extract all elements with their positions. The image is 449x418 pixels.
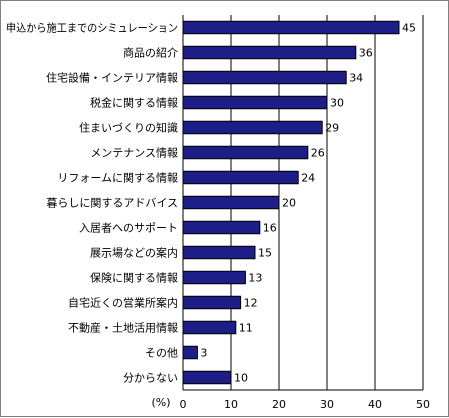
category-label: 入居者へのサポート: [79, 222, 178, 235]
value-label: 10: [234, 372, 248, 385]
value-label: 20: [282, 197, 296, 210]
bar: [182, 320, 237, 335]
category-label: 申込から施工までのシミュレーション: [6, 22, 178, 35]
category-label: その他: [145, 347, 178, 360]
bar: [182, 170, 299, 185]
bar: [182, 145, 309, 160]
x-tick-label: 40: [368, 398, 382, 411]
category-label: 住まいづくりの知識: [79, 121, 178, 135]
category-label: 分からない: [123, 372, 178, 385]
bar: [182, 20, 400, 35]
category-label: 保険に関する情報: [90, 271, 178, 285]
value-label: 16: [263, 222, 277, 235]
value-label: 15: [258, 247, 272, 260]
bar: [182, 370, 232, 385]
bar: [182, 345, 198, 360]
x-tick-label: 20: [272, 398, 286, 411]
category-label: 自宅近くの営業所案内: [68, 296, 178, 310]
bar: [182, 295, 242, 310]
value-label: 24: [301, 172, 315, 185]
category-label: 税金に関する情報: [90, 96, 178, 110]
category-label: 住宅設備・インテリア情報: [46, 71, 178, 85]
category-label: 商品の紹介: [123, 46, 178, 60]
category-label: 展示場などの案内: [90, 246, 178, 260]
category-label: リフォームに関する情報: [57, 172, 178, 185]
bar: [182, 70, 347, 85]
category-label: 不動産・土地活用情報: [68, 321, 178, 335]
value-label: 26: [311, 147, 325, 160]
value-label: 45: [402, 22, 416, 35]
category-label: 暮らしに関するアドバイス: [46, 196, 178, 210]
bar: [182, 195, 280, 210]
value-label: 12: [244, 297, 258, 310]
bar: [182, 95, 328, 110]
x-tick-label: 30: [320, 398, 334, 411]
unit-label: (%): [151, 396, 170, 409]
category-label: メンテナンス情報: [90, 147, 178, 160]
value-label: 3: [200, 347, 207, 360]
bar: [182, 45, 357, 60]
label-layer: 0 10 20 30 40 50 申込から施工までのシミュレーション 45 商品の紹介 36 住宅設…: [6, 22, 430, 412]
x-tick-label: 0: [180, 398, 187, 411]
bar: [182, 120, 323, 135]
value-label: 13: [248, 272, 262, 285]
bar: [182, 220, 261, 235]
x-tick-label: 50: [416, 398, 430, 411]
value-label: 34: [349, 72, 363, 85]
value-label: 11: [239, 322, 253, 335]
bar: [182, 270, 246, 285]
value-label: 36: [359, 47, 373, 60]
value-label: 30: [330, 97, 344, 110]
bar-layer: [182, 20, 400, 385]
value-label: 29: [325, 122, 339, 135]
bar: [182, 245, 256, 260]
x-tick-label: 10: [224, 398, 238, 411]
